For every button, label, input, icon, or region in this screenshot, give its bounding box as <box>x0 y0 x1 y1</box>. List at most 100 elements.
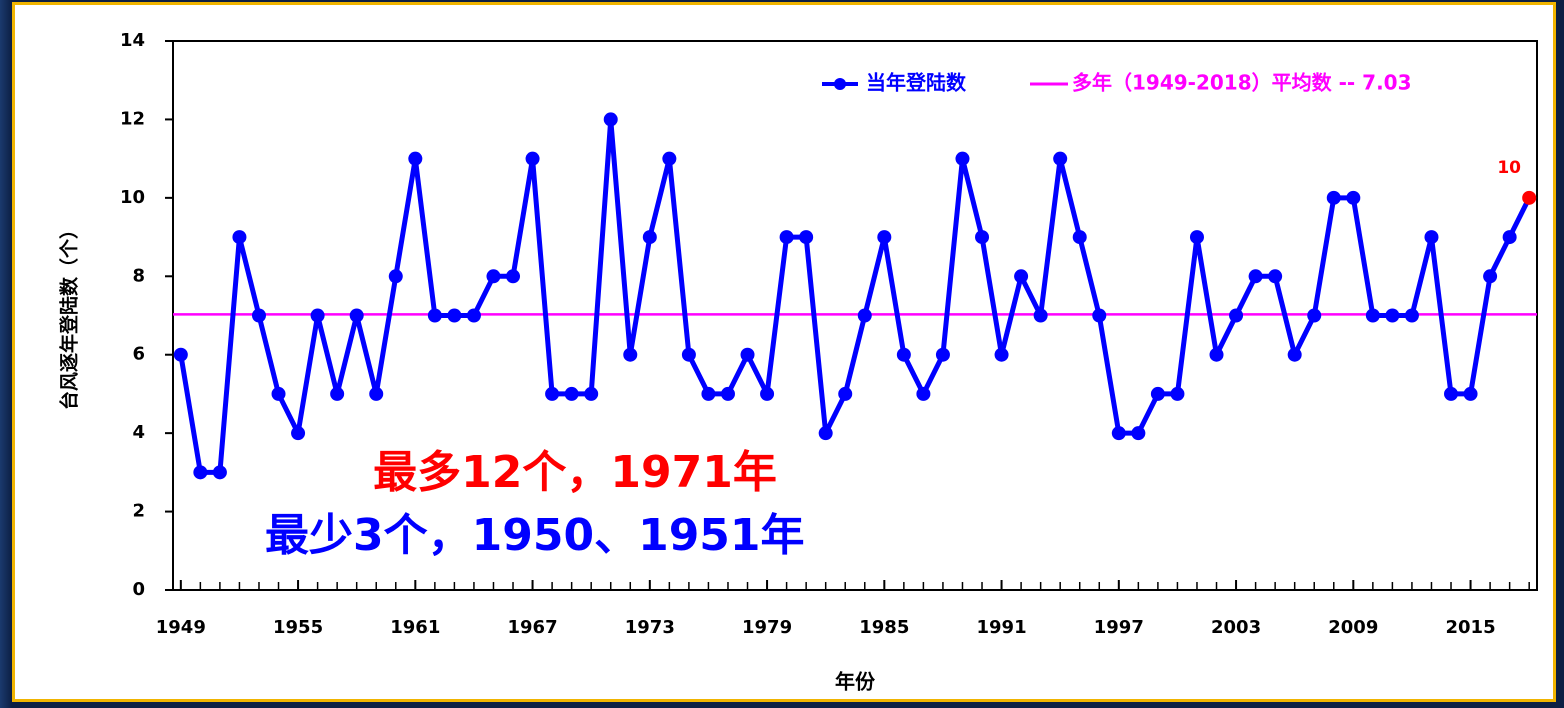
data-point <box>271 386 286 401</box>
data-point <box>1287 347 1302 362</box>
x-tick-label: 1997 <box>1094 617 1144 638</box>
data-point <box>642 230 657 245</box>
data-point <box>1111 426 1126 441</box>
y-tick-label: 8 <box>132 265 145 286</box>
data-point <box>877 230 892 245</box>
legend-label: 当年登陆数 <box>866 71 967 95</box>
x-tick-label: 1961 <box>390 617 440 638</box>
x-tick-label: 1991 <box>977 617 1027 638</box>
data-point <box>955 151 970 166</box>
data-point <box>662 151 677 166</box>
data-point <box>896 347 911 362</box>
legend-marker <box>834 78 846 90</box>
y-tick-label: 14 <box>120 30 145 51</box>
x-tick-label: 1979 <box>742 617 792 638</box>
data-point <box>994 347 1009 362</box>
y-tick-label: 0 <box>132 579 145 600</box>
x-tick-label: 1949 <box>156 617 206 638</box>
data-point <box>486 269 501 284</box>
data-point <box>1444 386 1459 401</box>
data-point <box>935 347 950 362</box>
data-point <box>232 230 247 245</box>
data-point <box>720 386 735 401</box>
data-point <box>1014 269 1029 284</box>
data-point <box>1189 230 1204 245</box>
data-point <box>564 386 579 401</box>
data-point <box>1424 230 1439 245</box>
y-axis-label: 台风逐年登陆数（个） <box>58 220 81 410</box>
data-point <box>1150 386 1165 401</box>
data-point <box>349 308 364 323</box>
x-tick-label: 2015 <box>1446 617 1496 638</box>
data-point <box>857 308 872 323</box>
y-tick-label: 2 <box>132 501 145 522</box>
data-point <box>818 426 833 441</box>
x-tick-label: 1973 <box>625 617 675 638</box>
data-point <box>1248 269 1263 284</box>
data-point <box>1483 269 1498 284</box>
data-label: 10 <box>1497 158 1521 178</box>
annotation: 最多12个，1971年 <box>373 447 777 498</box>
data-point <box>838 386 853 401</box>
data-point <box>975 230 990 245</box>
data-point <box>916 386 931 401</box>
data-point <box>701 386 716 401</box>
series-line <box>178 116 1532 475</box>
data-point <box>193 465 208 480</box>
data-point <box>584 386 599 401</box>
x-tick-label: 2009 <box>1328 617 1378 638</box>
data-point <box>1346 190 1361 205</box>
data-point <box>466 308 481 323</box>
data-point <box>1404 308 1419 323</box>
data-point <box>740 347 755 362</box>
legend-label: 多年（1949-2018）平均数 -- 7.03 <box>1072 71 1412 95</box>
y-tick-label: 6 <box>132 344 145 365</box>
data-point <box>681 347 696 362</box>
data-point <box>1229 308 1244 323</box>
x-axis-label: 年份 <box>835 670 876 694</box>
y-tick-label: 4 <box>132 422 145 443</box>
data-point <box>525 151 540 166</box>
y-tick-label: 10 <box>120 187 145 208</box>
data-point <box>447 308 462 323</box>
data-point <box>1072 230 1087 245</box>
data-point <box>603 112 618 127</box>
data-point <box>1268 269 1283 284</box>
data-point <box>1092 308 1107 323</box>
data-point <box>369 386 384 401</box>
data-point <box>1209 347 1224 362</box>
data-point <box>1131 426 1146 441</box>
data-point <box>1385 308 1400 323</box>
data-point <box>799 230 814 245</box>
data-point <box>506 269 521 284</box>
data-point <box>1502 230 1517 245</box>
annotation: 最少3个，1950、1951年 <box>265 510 805 561</box>
data-point <box>212 465 227 480</box>
data-point <box>1170 386 1185 401</box>
data-point <box>1463 386 1478 401</box>
data-point <box>388 269 403 284</box>
x-tick-label: 2003 <box>1211 617 1261 638</box>
x-tick-label: 1967 <box>508 617 558 638</box>
data-point <box>1053 151 1068 166</box>
data-point <box>1307 308 1322 323</box>
data-point <box>330 386 345 401</box>
x-tick-label: 1985 <box>859 617 909 638</box>
data-point <box>1365 308 1380 323</box>
data-point <box>408 151 423 166</box>
data-point <box>1033 308 1048 323</box>
data-point <box>779 230 794 245</box>
data-point <box>545 386 560 401</box>
data-point <box>427 308 442 323</box>
x-tick-label: 1955 <box>273 617 323 638</box>
data-point <box>291 426 306 441</box>
data-point <box>173 347 188 362</box>
y-tick-label: 12 <box>120 108 145 129</box>
data-point <box>1522 190 1537 205</box>
data-point <box>251 308 266 323</box>
data-point <box>623 347 638 362</box>
data-point <box>1326 190 1341 205</box>
data-point <box>760 386 775 401</box>
